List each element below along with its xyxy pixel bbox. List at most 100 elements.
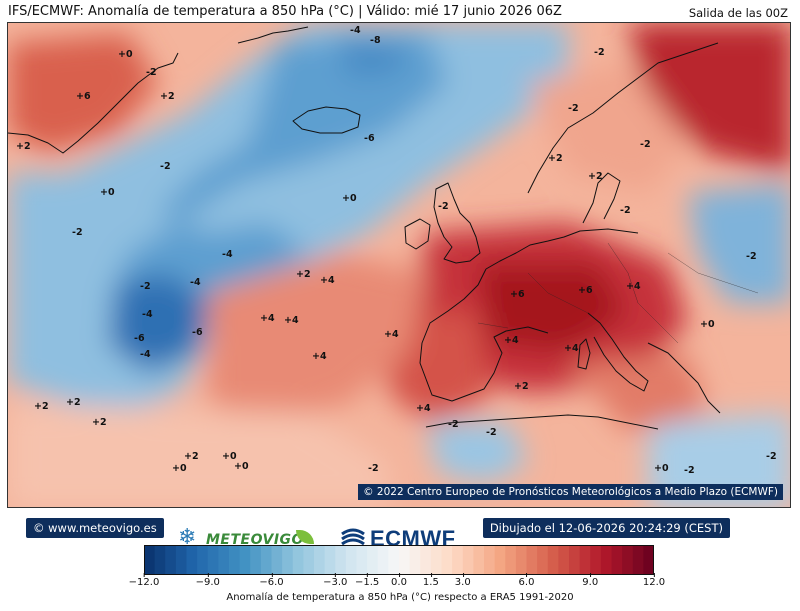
- colorbar-segment: [462, 545, 474, 575]
- contour-label: +4: [626, 281, 641, 292]
- colorbar-segment: [154, 545, 166, 575]
- footer: © www.meteovigo.es ❄ METEOVIGO ECMWF Dib…: [0, 512, 800, 611]
- contour-label: +0: [172, 463, 187, 474]
- colorbar-segment: [218, 545, 230, 575]
- colorbar-segment: [526, 545, 538, 575]
- colorbar-tick-label: −6.0: [259, 573, 284, 588]
- contour-label: -4: [222, 249, 233, 260]
- drawn-timestamp: Dibujado el 12-06-2026 20:24:29 (CEST): [482, 518, 730, 538]
- contour-label: -4: [142, 309, 153, 320]
- contour-label: +2: [160, 91, 175, 102]
- snowflake-icon: ❄: [178, 525, 197, 550]
- contour-label: +4: [284, 315, 299, 326]
- meteovigo-logo: ❄ METEOVIGO: [178, 524, 328, 552]
- map-panel: -4 -8 -2 +0 -2 +6 +2 -6 -2 +2 +2 +0 -2 +…: [7, 22, 791, 508]
- contour-label: +0: [100, 187, 115, 198]
- colorbar-segment: [175, 545, 188, 575]
- contour-label: +2: [16, 141, 31, 152]
- colorbar-segment: [345, 545, 358, 575]
- colorbar-tick-label: 6.0: [518, 573, 535, 588]
- colorbar-tick-label: −1.5: [354, 573, 380, 588]
- colorbar-segment: [590, 545, 602, 575]
- contour-label: -6: [192, 327, 203, 338]
- contour-label: +6: [578, 285, 593, 296]
- contour-label: -2: [368, 463, 379, 474]
- colorbar-segment: [186, 545, 198, 575]
- contour-label: -2: [72, 227, 83, 238]
- contour-label: +2: [548, 153, 563, 164]
- colorbar-segment: [197, 545, 209, 575]
- colorbar-segment: [558, 545, 570, 575]
- contour-label: +2: [66, 397, 81, 408]
- colorbar-segment: [611, 545, 623, 575]
- contour-label: +2: [34, 401, 49, 412]
- colorbar-segment: [377, 545, 389, 575]
- contour-label: +4: [384, 329, 399, 340]
- colorbar-tick-label: 9.0: [582, 573, 599, 588]
- colorbar-tick-label: 1.5: [422, 573, 439, 588]
- contour-label: -2: [684, 465, 695, 476]
- contour-label: +2: [184, 451, 199, 462]
- contour-label: -6: [364, 133, 375, 144]
- contour-label: +4: [416, 403, 431, 414]
- contour-label: +6: [510, 289, 525, 300]
- colorbar-tick-label: 12.0: [642, 573, 666, 588]
- colorbar: [144, 545, 654, 575]
- contour-label: +4: [260, 313, 275, 324]
- colorbar-label: Anomalía de temperatura a 850 hPa (°C) r…: [226, 592, 574, 603]
- colorbar-segment: [399, 545, 411, 575]
- contour-label: +2: [588, 171, 603, 182]
- colorbar-segment: [547, 545, 559, 575]
- meteovigo-logo-text: METEOVIGO: [206, 532, 304, 548]
- contour-label: +4: [320, 275, 335, 286]
- contour-label: +2: [296, 269, 311, 280]
- colorbar-segment: [420, 545, 432, 575]
- colorbar-segment: [314, 545, 326, 575]
- colorbar-tick-label: 3.0: [454, 573, 471, 588]
- copyright-notice: © 2022 Centro Europeo de Pronósticos Met…: [358, 484, 783, 500]
- colorbar-segment: [271, 545, 283, 575]
- colorbar-segment: [207, 545, 219, 575]
- colorbar-segment: [537, 545, 549, 575]
- leaf-icon: [296, 530, 314, 544]
- contour-label: -6: [134, 333, 145, 344]
- colorbar-segment: [494, 545, 506, 575]
- contour-label: -2: [640, 139, 651, 150]
- colorbar-segment: [441, 545, 453, 575]
- colorbar-ticks: −12.0 −9.0 −6.0 −3.0 −1.5 0.0 1.5 3.0 6.0 9.0 12.0: [129, 573, 665, 591]
- contour-label: +0: [700, 319, 715, 330]
- colorbar-segment: [569, 545, 581, 575]
- colorbar-segment: [335, 545, 347, 575]
- colorbar-tick-label: −3.0: [323, 573, 348, 588]
- contour-label: -4: [140, 349, 151, 360]
- colorbar-segment: [144, 545, 156, 575]
- website-link[interactable]: © www.meteovigo.es: [26, 518, 164, 538]
- contour-label: +4: [564, 343, 579, 354]
- colorbar-segment: [367, 545, 379, 575]
- map-title: IFS/ECMWF: Anomalía de temperatura a 850…: [8, 4, 562, 19]
- contour-label: +0: [654, 463, 669, 474]
- contour-label: -4: [190, 277, 201, 288]
- contour-label: -2: [568, 103, 579, 114]
- colorbar-segment: [229, 545, 241, 575]
- colorbar-segment: [303, 545, 315, 575]
- contour-label: -2: [146, 67, 157, 78]
- contour-label: +2: [92, 417, 107, 428]
- colorbar-segment: [282, 545, 294, 575]
- colorbar-segment: [430, 545, 443, 575]
- colorbar-segment: [452, 545, 464, 575]
- contour-label: -8: [370, 35, 381, 46]
- colorbar-segment: [600, 545, 613, 575]
- contour-label: +6: [76, 91, 91, 102]
- colorbar-tick-label: −9.0: [195, 573, 220, 588]
- colorbar-segment: [239, 545, 251, 575]
- colorbar-segment: [515, 545, 528, 575]
- contour-label: -2: [594, 47, 605, 58]
- contour-label: +4: [504, 335, 519, 346]
- colorbar-segment: [388, 545, 400, 575]
- contour-label: -2: [438, 201, 449, 212]
- contour-label: +0: [118, 49, 133, 60]
- colorbar-segment: [324, 545, 336, 575]
- contour-label: +0: [222, 451, 237, 462]
- run-label: Salida de las 00Z: [688, 6, 788, 20]
